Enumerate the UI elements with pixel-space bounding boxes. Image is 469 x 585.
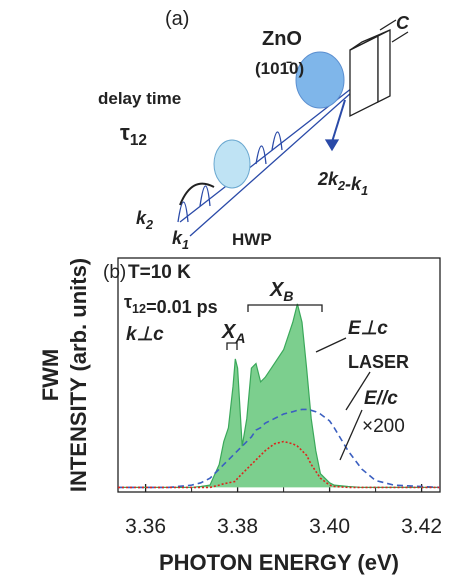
k1-label: k1 bbox=[172, 228, 189, 252]
subscript: 2 bbox=[145, 218, 153, 232]
subscript: 12 bbox=[130, 132, 147, 149]
text-part: 2k bbox=[317, 169, 339, 189]
setup-diagram bbox=[178, 88, 352, 236]
x-tick-label: 3.36 bbox=[125, 515, 166, 538]
legend-label: E⊥c bbox=[348, 318, 388, 339]
xb-label: XB bbox=[269, 279, 293, 304]
x-tick-label: 3.42 bbox=[401, 515, 442, 538]
scale-label: ×200 bbox=[362, 416, 405, 437]
text-part: -k bbox=[345, 174, 362, 194]
pol-label: k⊥c bbox=[126, 324, 164, 345]
legend-label: LASER bbox=[348, 352, 409, 372]
delay-annotation: τ12=0.01 ps bbox=[124, 292, 218, 317]
temp-label: T=10 K bbox=[128, 262, 191, 283]
panel-label: (b) bbox=[103, 262, 126, 283]
x-tick-label: 3.40 bbox=[309, 515, 350, 538]
subscript: 1 bbox=[361, 184, 368, 198]
signal-beam bbox=[332, 100, 345, 142]
k2-label: k2 bbox=[136, 208, 153, 232]
xa-label: XA bbox=[221, 321, 245, 346]
subscript: A bbox=[234, 330, 245, 346]
panel-label: (a) bbox=[165, 8, 189, 30]
crystal-label: ZnO bbox=[262, 28, 302, 50]
arrow-head bbox=[326, 140, 338, 150]
subscript: 12 bbox=[132, 302, 146, 316]
subscript: 2 bbox=[337, 179, 345, 193]
figure: (a) ZnO (101̄0) C delay time τ12 k2 k1 H… bbox=[0, 0, 469, 580]
text-part: τ bbox=[120, 120, 130, 145]
crystal-block bbox=[350, 20, 408, 116]
text-part: τ bbox=[124, 292, 132, 312]
plane-label: (101̄0) bbox=[255, 59, 304, 78]
beam bbox=[180, 88, 352, 222]
text-part: =0.01 ps bbox=[146, 297, 218, 317]
delay-label: delay time bbox=[98, 89, 181, 108]
subscript: B bbox=[283, 288, 293, 304]
signal-label: 2k2-k1 bbox=[317, 169, 368, 198]
y-axis-label: FWM bbox=[38, 349, 63, 402]
hwp-plate bbox=[214, 140, 250, 188]
legend-label: E//c bbox=[364, 388, 398, 409]
subscript: 1 bbox=[182, 238, 189, 252]
x-axis-label: PHOTON ENERGY (eV) bbox=[159, 550, 399, 575]
y-axis-label: INTENSITY (arb. units) bbox=[66, 258, 91, 492]
hwp-label: HWP bbox=[232, 230, 272, 249]
x-tick-label: 3.38 bbox=[217, 515, 258, 538]
axis-label: C bbox=[396, 13, 410, 33]
tau-label: τ12 bbox=[120, 120, 147, 149]
